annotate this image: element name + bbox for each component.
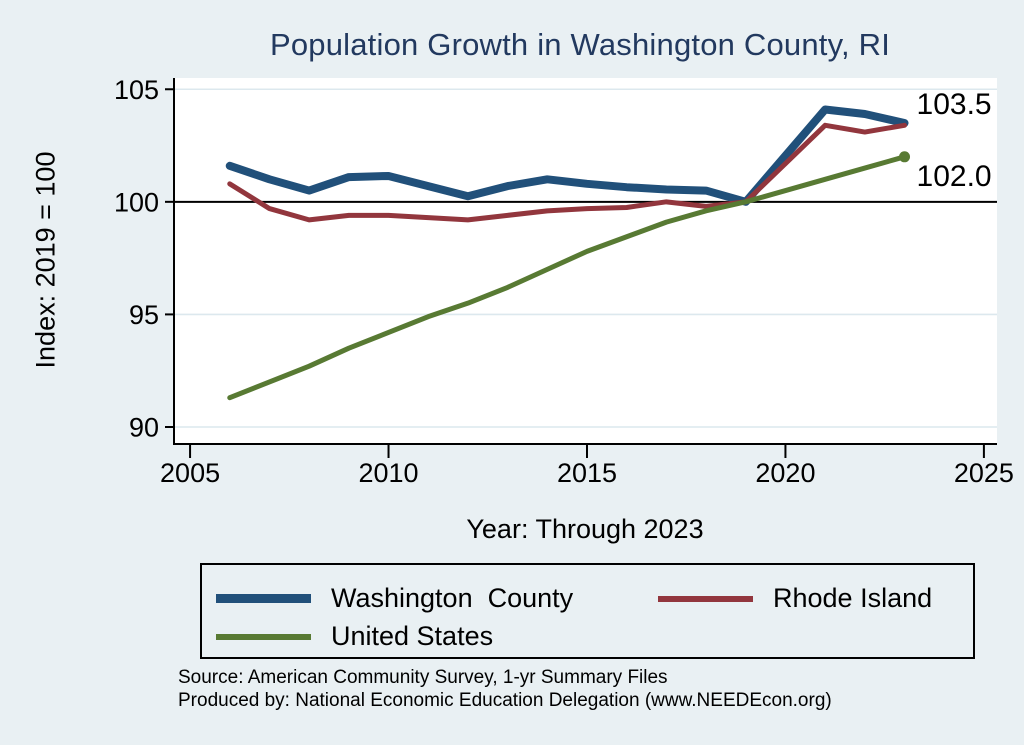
y-tick-label-90: 90 xyxy=(129,412,159,442)
legend-item-washington-county: Washington County xyxy=(216,585,573,612)
legend-item-united-states: United States xyxy=(216,623,493,650)
y-tick-label-100: 100 xyxy=(114,187,159,217)
rhode-island-line-swatch xyxy=(658,595,753,602)
legend-box: Washington County Rhode Island United St… xyxy=(200,563,975,659)
series-line-washington-county xyxy=(225,105,909,206)
end-value-label-103.5: 103.5 xyxy=(917,88,992,121)
y-tick-label-105: 105 xyxy=(114,75,159,105)
chart-title: Population Growth in Washington County, … xyxy=(269,27,891,62)
plot-svg: 90 95 100 105 2005 2010 2015 2020 2025 103.5 102.0 xyxy=(114,75,1014,488)
washington-county-line-swatch xyxy=(216,594,311,603)
united-states-line-swatch xyxy=(216,633,311,640)
legend-label-washington-county: Washington County xyxy=(331,583,574,613)
x-axis-title: Year: Through 2023 xyxy=(466,514,704,544)
footer-notes: Source: American Community Survey, 1-yr … xyxy=(178,666,832,712)
produced-by-note: Produced by: National Economic Education… xyxy=(178,690,832,711)
x-tick-label-2025: 2025 xyxy=(954,458,1014,488)
x-tick-label-2020: 2020 xyxy=(755,458,815,488)
series-line-united-states xyxy=(227,154,908,401)
legend-label-united-states: United States xyxy=(331,621,494,651)
series-line-rhode-island xyxy=(227,122,908,223)
end-marker-united-states xyxy=(899,151,911,163)
end-value-label-102.0: 102.0 xyxy=(917,160,992,193)
source-note: Source: American Community Survey, 1-yr … xyxy=(178,667,668,688)
y-axis-title: Index: 2019 = 100 xyxy=(30,151,61,369)
x-tick-label-2015: 2015 xyxy=(557,458,617,488)
legend-label-rhode-island: Rhode Island xyxy=(773,583,933,613)
y-tick-label-95: 95 xyxy=(129,300,159,330)
x-tick-label-2010: 2010 xyxy=(358,458,418,488)
plot-area-background xyxy=(173,78,997,445)
legend-item-rhode-island: Rhode Island xyxy=(658,585,932,612)
x-tick-label-2005: 2005 xyxy=(160,458,220,488)
